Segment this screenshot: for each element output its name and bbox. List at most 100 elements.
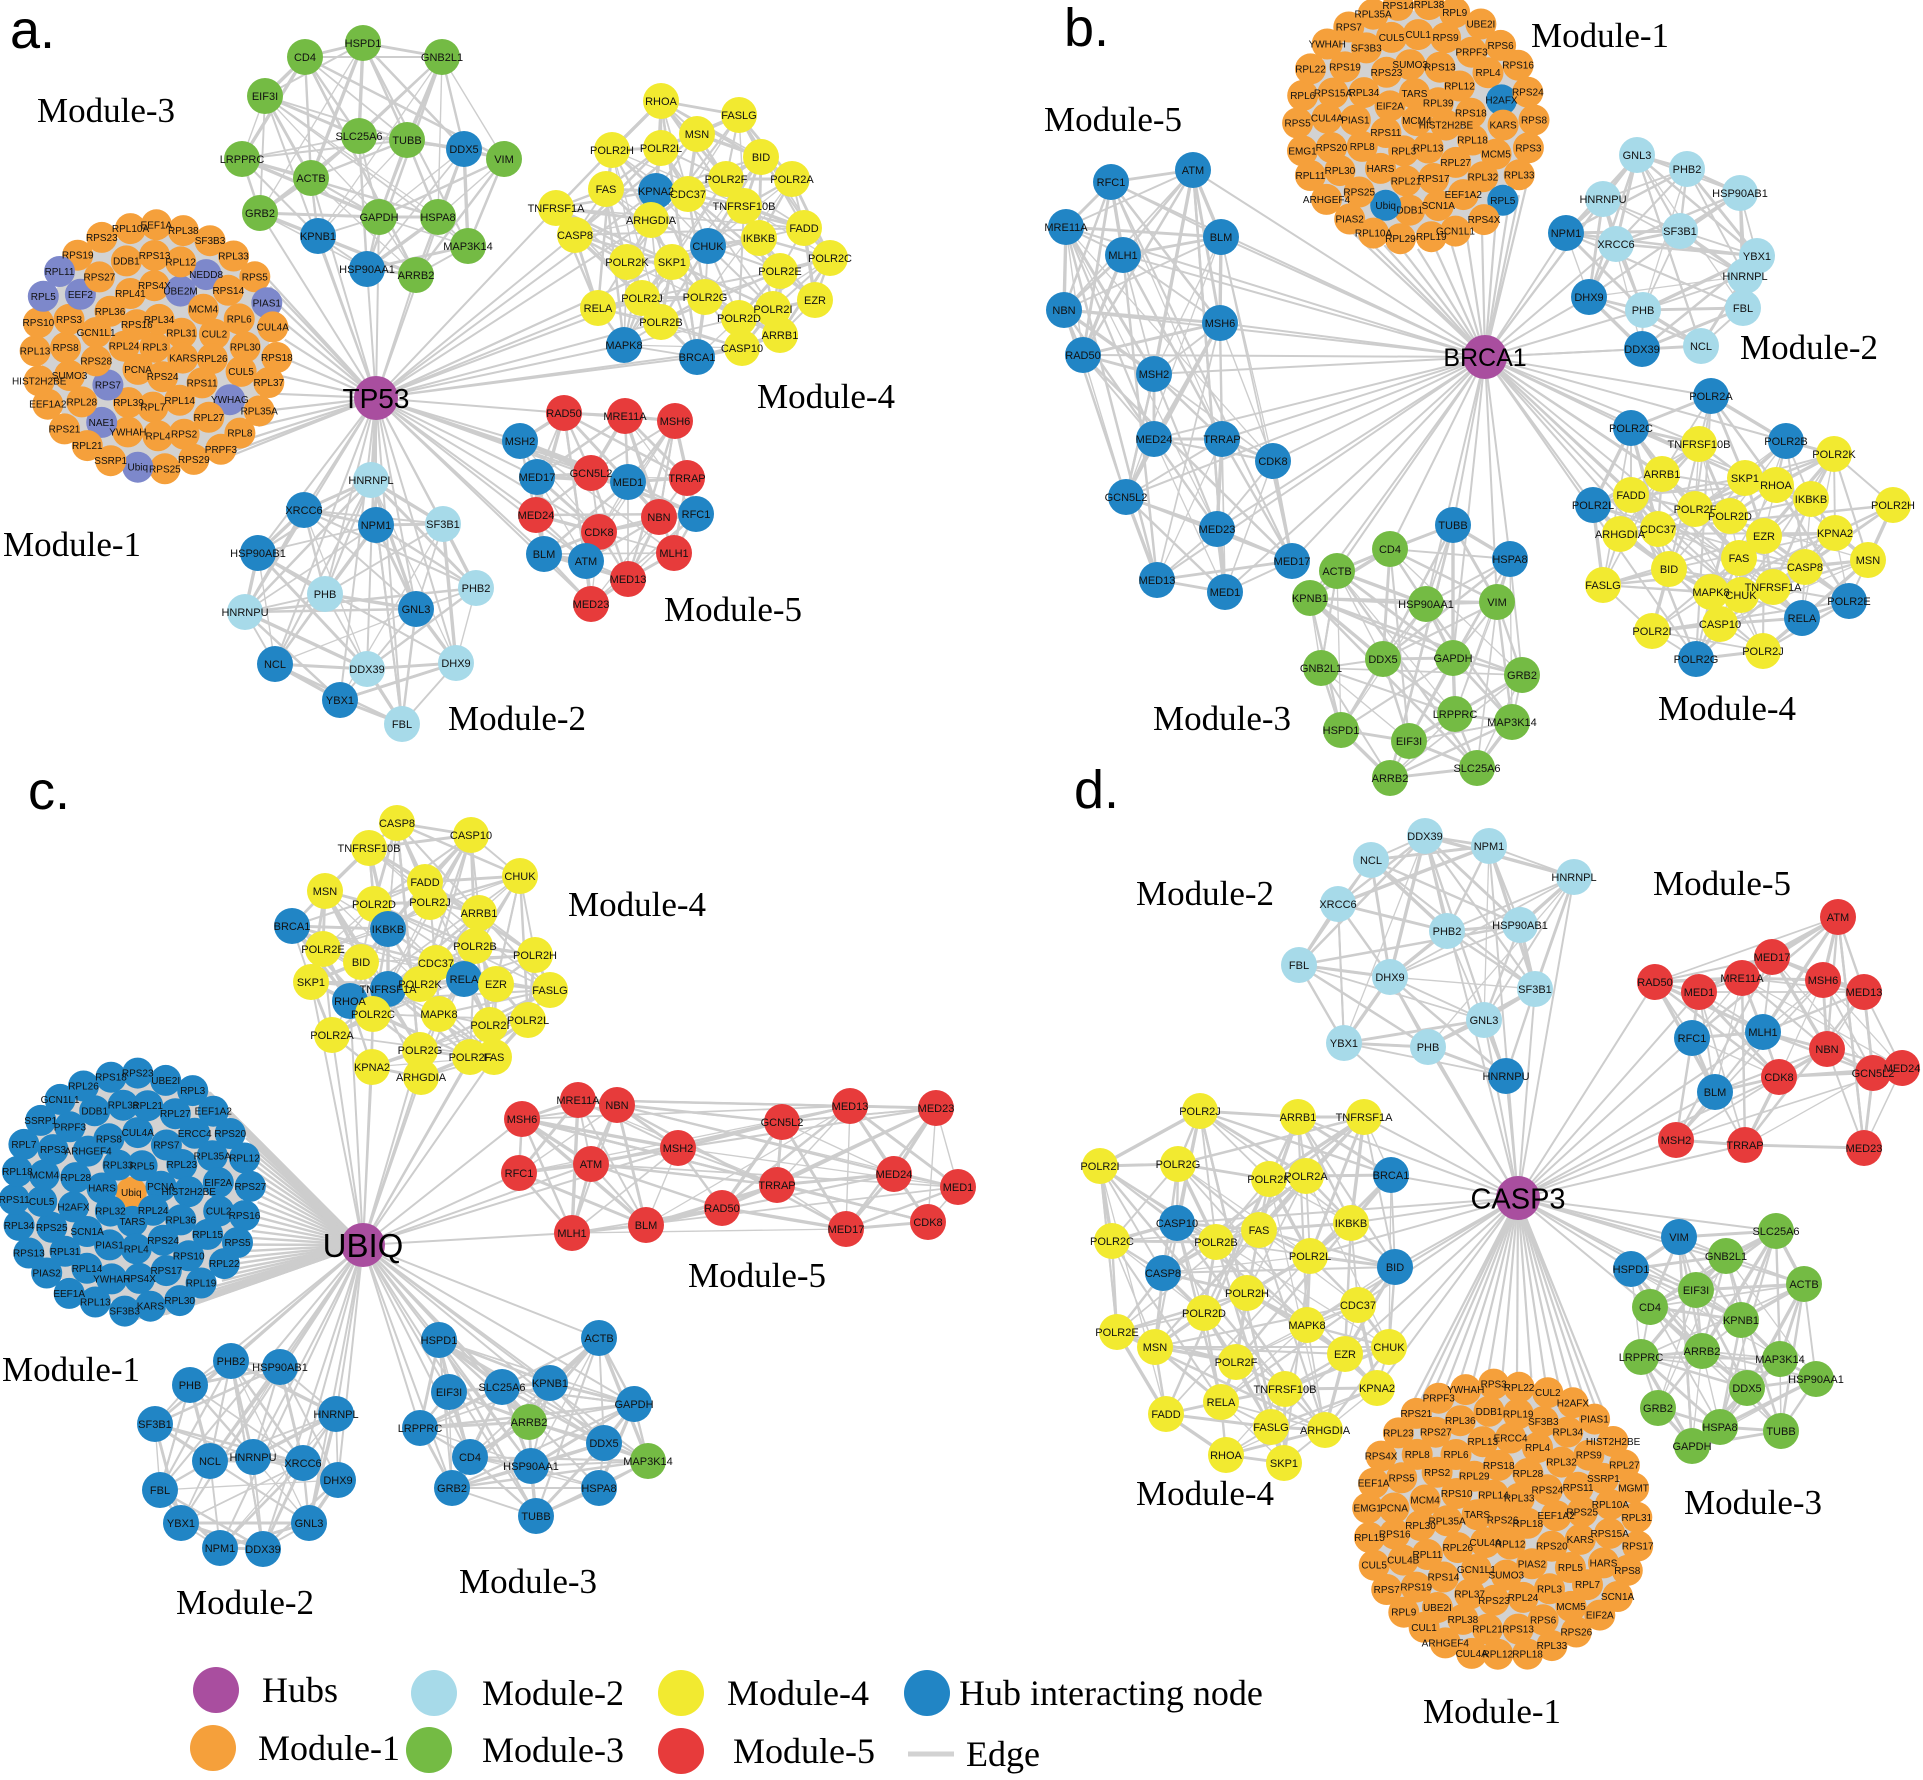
svg-text:RPL21: RPL21 (1391, 176, 1422, 187)
svg-text:PIAS2: PIAS2 (1518, 1559, 1547, 1570)
svg-text:MLH1: MLH1 (1748, 1027, 1777, 1039)
svg-text:Hub interacting node: Hub interacting node (959, 1673, 1263, 1713)
svg-text:HNRNPL: HNRNPL (348, 475, 393, 487)
svg-text:Hubs: Hubs (262, 1670, 338, 1710)
svg-text:CD4: CD4 (1379, 544, 1401, 556)
svg-text:DHX9: DHX9 (441, 658, 470, 670)
svg-text:CUL4A: CUL4A (1456, 1649, 1489, 1660)
svg-text:MSH6: MSH6 (1205, 318, 1236, 330)
svg-text:MLH1: MLH1 (1108, 250, 1137, 262)
svg-text:TRRAP: TRRAP (1726, 1140, 1763, 1152)
svg-text:KPNA2: KPNA2 (1817, 528, 1853, 540)
svg-text:POLR2D: POLR2D (717, 313, 761, 325)
svg-text:MAP3K14: MAP3K14 (1755, 1354, 1805, 1366)
svg-text:NCL: NCL (264, 659, 286, 671)
svg-text:RAD50: RAD50 (1637, 977, 1672, 989)
svg-text:RPS5: RPS5 (242, 272, 269, 283)
svg-text:RPL34: RPL34 (144, 315, 175, 326)
svg-text:IKBKB: IKBKB (1795, 494, 1827, 506)
svg-text:SF3B3: SF3B3 (195, 236, 226, 247)
svg-text:RPS11: RPS11 (187, 378, 218, 389)
svg-text:MSN: MSN (313, 886, 338, 898)
svg-text:MED23: MED23 (918, 1103, 955, 1115)
svg-text:ARRB1: ARRB1 (1280, 1112, 1317, 1124)
svg-text:KPNA2: KPNA2 (638, 186, 674, 198)
svg-text:TRRAP: TRRAP (668, 473, 705, 485)
svg-text:TNFRSF10B: TNFRSF10B (713, 201, 776, 213)
svg-text:HIST2H2BE: HIST2H2BE (1419, 121, 1474, 132)
svg-text:RAD50: RAD50 (704, 1203, 739, 1215)
svg-text:POLR2K: POLR2K (398, 979, 442, 991)
svg-text:RPL32: RPL32 (95, 1207, 126, 1218)
svg-text:Module-5: Module-5 (733, 1731, 875, 1771)
svg-text:RPL12: RPL12 (229, 1154, 260, 1165)
svg-text:KPNB1: KPNB1 (300, 231, 336, 243)
svg-text:RFC1: RFC1 (682, 509, 711, 521)
svg-text:CHUK: CHUK (1373, 1342, 1405, 1354)
svg-text:RPS13: RPS13 (13, 1249, 45, 1260)
svg-text:RPS24: RPS24 (147, 1236, 179, 1247)
svg-text:CDK8: CDK8 (1258, 456, 1287, 468)
svg-text:ACTB: ACTB (296, 173, 325, 185)
svg-text:PHB: PHB (1417, 1042, 1440, 1054)
svg-text:BLM: BLM (635, 1220, 658, 1232)
svg-text:CASP8: CASP8 (379, 818, 415, 830)
svg-text:IKBKB: IKBKB (372, 924, 404, 936)
svg-text:DDX39: DDX39 (1624, 344, 1659, 356)
svg-text:GNL3: GNL3 (402, 604, 431, 616)
svg-text:RPL21: RPL21 (132, 1101, 163, 1112)
svg-text:EIF2A: EIF2A (1376, 101, 1404, 112)
svg-text:PHB: PHB (314, 589, 337, 601)
svg-text:HSPA8: HSPA8 (420, 212, 455, 224)
svg-text:TNFRSF10B: TNFRSF10B (1254, 1384, 1317, 1396)
svg-text:POLR2A: POLR2A (1689, 391, 1733, 403)
svg-text:ARHGDIA: ARHGDIA (396, 1072, 447, 1084)
svg-text:RPL8: RPL8 (1350, 142, 1375, 153)
svg-text:RPL15: RPL15 (1354, 1533, 1385, 1544)
svg-text:GAPDH: GAPDH (614, 1399, 653, 1411)
svg-text:BRCA1: BRCA1 (1443, 344, 1526, 372)
svg-text:TNFRSF10B: TNFRSF10B (1668, 439, 1731, 451)
svg-text:SF3B1: SF3B1 (1663, 226, 1697, 238)
svg-text:XRCC6: XRCC6 (285, 505, 322, 517)
svg-text:Module-2: Module-2 (482, 1673, 624, 1713)
svg-text:YBX1: YBX1 (1743, 251, 1771, 263)
svg-text:FASLG: FASLG (721, 110, 756, 122)
svg-text:RELA: RELA (1207, 1397, 1236, 1409)
svg-text:RPL12: RPL12 (165, 257, 196, 268)
svg-text:NBN: NBN (1052, 305, 1075, 317)
svg-text:MED17: MED17 (519, 472, 556, 484)
svg-text:RPS19: RPS19 (1400, 1583, 1432, 1594)
svg-text:CDC37: CDC37 (670, 189, 706, 201)
svg-text:HSPA8: HSPA8 (1702, 1422, 1737, 1434)
svg-text:EIF3I: EIF3I (252, 91, 278, 103)
svg-text:RPS8: RPS8 (53, 343, 80, 354)
svg-text:RPS15A: RPS15A (1314, 89, 1353, 100)
svg-text:CD4: CD4 (459, 1452, 481, 1464)
svg-text:DDB1: DDB1 (81, 1106, 108, 1117)
svg-text:RPL7: RPL7 (11, 1140, 36, 1151)
svg-text:RPL18: RPL18 (2, 1167, 33, 1178)
svg-text:EEF1A: EEF1A (1358, 1479, 1390, 1490)
svg-text:MSH2: MSH2 (1139, 369, 1170, 381)
svg-text:RPL21: RPL21 (72, 441, 103, 452)
svg-text:EEF1A2: EEF1A2 (29, 400, 67, 411)
svg-text:POLR2J: POLR2J (409, 897, 451, 909)
svg-text:RPL39: RPL39 (113, 398, 144, 409)
svg-text:GAPDH: GAPDH (1672, 1441, 1711, 1453)
svg-text:HSPD1: HSPD1 (345, 38, 382, 50)
svg-text:POLR2A: POLR2A (310, 1030, 354, 1042)
svg-text:KARS: KARS (137, 1302, 165, 1313)
svg-text:SF3B3: SF3B3 (109, 1307, 140, 1318)
svg-text:NPM1: NPM1 (1474, 841, 1505, 853)
svg-text:RPS27: RPS27 (1420, 1428, 1452, 1439)
svg-text:CHUK: CHUK (692, 241, 724, 253)
svg-text:ARHGDIA: ARHGDIA (626, 215, 677, 227)
svg-text:GNB2L1: GNB2L1 (421, 52, 463, 64)
svg-text:NCL: NCL (1690, 341, 1712, 353)
svg-text:POLR2H: POLR2H (513, 950, 557, 962)
svg-text:Module-2: Module-2 (1136, 874, 1274, 913)
svg-text:EEF1A2: EEF1A2 (1445, 190, 1483, 201)
svg-text:MAPK8: MAPK8 (605, 340, 642, 352)
svg-text:POLR2A: POLR2A (770, 174, 814, 186)
